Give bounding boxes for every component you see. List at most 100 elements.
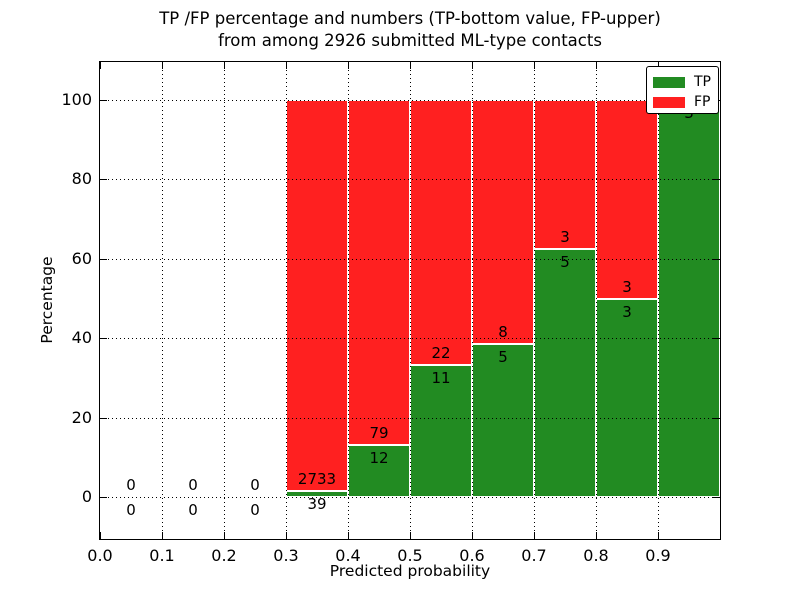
x-tick-label: 0.4 [335, 546, 361, 565]
x-tick-label: 0.9 [645, 546, 671, 565]
tp-count-annotation: 5 [560, 252, 570, 271]
chart-title-line1: TP /FP percentage and numbers (TP-bottom… [159, 9, 661, 28]
x-tick-mark [472, 532, 473, 539]
fp-count-annotation: 2733 [297, 470, 337, 489]
gridline-y [100, 338, 720, 340]
y-tick-mark [100, 417, 107, 419]
gridline-x [286, 62, 287, 539]
fp-bar-segment [472, 100, 534, 345]
gridline-y [100, 100, 720, 101]
y-tick-mark [713, 497, 720, 498]
y-tick-label: 80 [71, 169, 92, 189]
x-tick-label: 0.7 [521, 546, 547, 565]
gridline-x [224, 62, 225, 539]
fp-count-annotation: 79 [369, 423, 389, 442]
x-tick-mark [162, 532, 163, 539]
y-tick-mark [100, 338, 107, 340]
x-tick-mark [596, 62, 597, 69]
fp-legend-label: FP [694, 94, 711, 110]
x-tick-label: 0.8 [583, 546, 609, 565]
x-tick-mark [348, 532, 349, 539]
legend: TP FP [646, 66, 719, 114]
x-tick-label: 0.0 [87, 546, 113, 565]
tp-bar-segment [596, 298, 658, 497]
fp-count-annotation: 3 [560, 227, 570, 246]
fp-bar-segment [348, 100, 410, 445]
x-tick-mark [596, 532, 597, 539]
y-tick-label: 20 [71, 407, 92, 427]
tp-legend-label: TP [694, 74, 711, 90]
fp-count-annotation: 8 [498, 323, 508, 342]
tp-bar-segment [472, 344, 534, 497]
tp-count-annotation: 12 [369, 448, 389, 467]
y-tick-label: 100 [61, 90, 92, 109]
x-tick-label: 0.1 [149, 546, 175, 565]
x-tick-mark [100, 532, 101, 539]
tp-bar-segment [658, 100, 720, 497]
x-tick-mark [410, 532, 411, 539]
tp-count-annotation: 11 [431, 368, 451, 387]
x-axis-label: Predicted probability [329, 562, 491, 580]
y-tick-mark [100, 100, 107, 101]
fp-count-annotation: 0 [188, 476, 198, 494]
gridline-x [658, 62, 659, 539]
fp-legend-swatch-icon [653, 96, 685, 108]
legend-item-fp: FP [653, 93, 712, 111]
y-tick-label: 40 [71, 328, 92, 348]
gridline-x [534, 62, 535, 539]
y-tick-mark [713, 179, 720, 181]
y-tick-label: 60 [71, 248, 92, 268]
fp-bar-segment [596, 100, 658, 299]
x-tick-mark [472, 62, 473, 69]
chart-title: TP /FP percentage and numbers (TP-bottom… [100, 8, 720, 52]
gridline-y [100, 179, 720, 181]
x-tick-label: 0.2 [211, 546, 237, 565]
fp-bar-segment [286, 100, 348, 492]
gridline-y [100, 258, 720, 260]
fp-count-annotation: 0 [126, 476, 136, 494]
gridline-x [348, 62, 349, 539]
y-tick-mark [713, 417, 720, 419]
x-tick-mark [658, 62, 659, 69]
tp-count-annotation: 5 [498, 348, 508, 367]
x-tick-mark [286, 62, 287, 69]
tp-count-annotation: 3 [622, 302, 632, 321]
chart-title-line2: from among 2926 submitted ML-type contac… [218, 31, 602, 50]
tp-count-annotation: 0 [188, 501, 198, 519]
gridline-y [100, 417, 720, 419]
y-tick-label: 0 [81, 487, 92, 506]
fp-count-annotation: 0 [250, 476, 260, 494]
y-tick-mark [100, 179, 107, 181]
x-tick-mark [410, 62, 411, 69]
x-tick-mark [658, 532, 659, 539]
gridline-x [162, 62, 163, 539]
y-tick-mark [100, 497, 107, 498]
x-tick-mark [162, 62, 163, 69]
tp-count-annotation: 0 [250, 501, 260, 519]
y-tick-mark [713, 258, 720, 260]
gridline-y [100, 497, 720, 498]
x-tick-label: 0.6 [459, 546, 485, 565]
x-tick-label: 0.5 [397, 546, 423, 565]
x-tick-mark [534, 532, 535, 539]
x-tick-mark [348, 62, 349, 69]
x-tick-mark [534, 62, 535, 69]
tp-legend-swatch-icon [653, 76, 685, 88]
tp-bar-segment [348, 444, 410, 497]
tp-count-annotation: 39 [307, 495, 327, 514]
fp-count-annotation: 22 [431, 343, 451, 362]
gridline-x [410, 62, 411, 539]
y-tick-mark [100, 258, 107, 260]
x-tick-mark [224, 62, 225, 69]
x-tick-mark [286, 532, 287, 539]
x-tick-mark [224, 532, 225, 539]
fp-bar-segment [534, 100, 596, 249]
x-tick-mark [100, 62, 101, 69]
gridline-x [472, 62, 473, 539]
legend-item-tp: TP [653, 73, 712, 91]
y-tick-mark [713, 338, 720, 340]
tp-count-annotation: 0 [126, 501, 136, 519]
gridline-x [596, 62, 597, 539]
x-tick-label: 0.3 [273, 546, 299, 565]
